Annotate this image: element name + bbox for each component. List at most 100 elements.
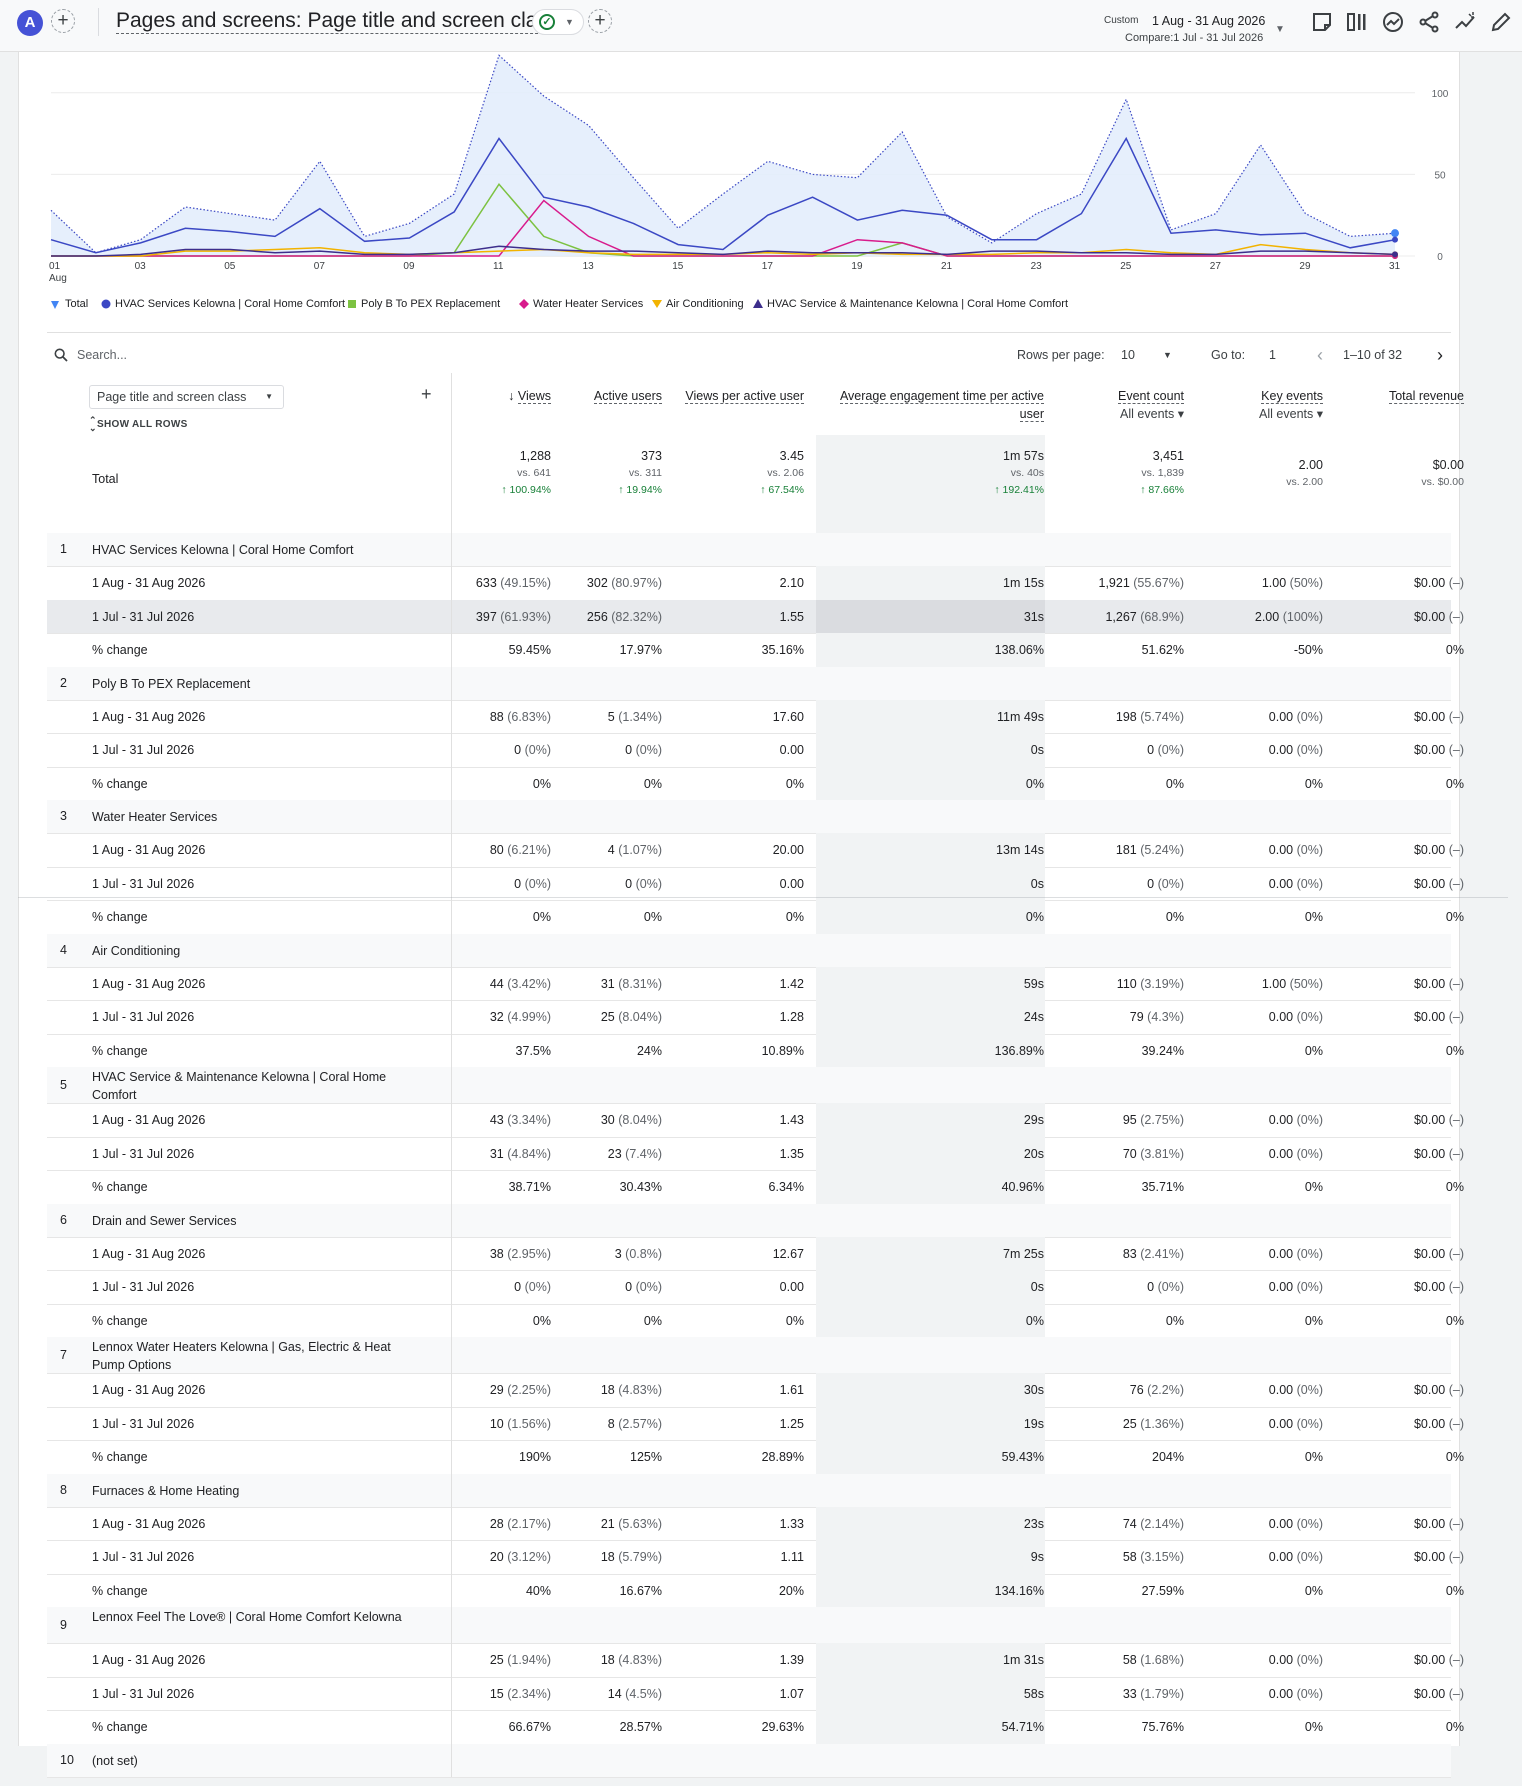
cell-value: 0% bbox=[643, 1313, 662, 1328]
table-row[interactable]: 1 Aug - 31 Aug 2026 633 (49.15%) 302 (80.9… bbox=[47, 566, 1464, 600]
report-status-chip[interactable]: ✓ ▼ bbox=[532, 9, 584, 35]
row-title[interactable]: Drain and Sewer Services bbox=[92, 1213, 237, 1228]
table-row-group-header[interactable]: 1 HVAC Services Kelowna | Coral Home Comf… bbox=[47, 533, 1451, 566]
cell-value: 28.57% bbox=[619, 1720, 662, 1734]
table-row[interactable]: % change 0% 0% 0% 0% 0% 0% 0% bbox=[47, 766, 1464, 800]
column-header-2[interactable]: Views per active user bbox=[644, 387, 804, 405]
trend-icon[interactable] bbox=[1453, 10, 1477, 34]
date-range-picker[interactable]: Custom 1 Aug - 31 Aug 2026 Compare:1 Jul… bbox=[1080, 12, 1290, 46]
goto-page-input[interactable]: 1 bbox=[1269, 348, 1276, 362]
cell-share: (0%) bbox=[1296, 843, 1323, 857]
row-title[interactable]: Poly B To PEX Replacement bbox=[92, 676, 251, 691]
table-row[interactable]: 1 Aug - 31 Aug 2026 43 (3.34%) 30 (8.04%) 1… bbox=[47, 1103, 1464, 1137]
row-title[interactable]: HVAC Service & Maintenance Kelowna | Cor… bbox=[92, 1070, 387, 1102]
rows-per-page-select[interactable]: 10 bbox=[1121, 348, 1135, 362]
legend-item-poly-b[interactable]: Poly B To PEX Replacement bbox=[347, 296, 500, 312]
table-row[interactable]: 1 Jul - 31 Jul 2026 31 (4.84%) 23 (7.4%) 1.… bbox=[47, 1136, 1464, 1170]
compare-icon[interactable] bbox=[1345, 10, 1369, 34]
column-header-4[interactable]: Event count All events ▾ bbox=[1049, 387, 1184, 423]
table-cell: 38 (2.95%) bbox=[391, 1247, 551, 1261]
legend-item-air-conditioning[interactable]: Air Conditioning bbox=[652, 296, 744, 312]
table-row[interactable]: 1 Aug - 31 Aug 2026 88 (6.83%) 5 (1.34%) 17… bbox=[47, 699, 1464, 733]
cell-value: 0 bbox=[1147, 1280, 1155, 1294]
row-title[interactable]: Lennox Feel The Love® | Coral Home Comfo… bbox=[92, 1610, 402, 1624]
table-cell: 43 (3.34%) bbox=[391, 1113, 551, 1127]
row-title[interactable]: Lennox Water Heaters Kelowna | Gas, Elec… bbox=[92, 1340, 391, 1372]
table-row[interactable]: 1 Aug - 31 Aug 2026 29 (2.25%) 18 (4.83%) 1… bbox=[47, 1373, 1464, 1407]
row-title[interactable]: Air Conditioning bbox=[92, 943, 181, 958]
table-row[interactable]: 1 Aug - 31 Aug 2026 28 (2.17%) 21 (5.63%) 1… bbox=[47, 1506, 1464, 1540]
column-header-5[interactable]: Key events All events ▾ bbox=[1193, 387, 1323, 423]
table-row-group-header[interactable]: 5 HVAC Service & Maintenance Kelowna | Co… bbox=[47, 1067, 1451, 1103]
legend-item-hvac-services[interactable]: HVAC Services Kelowna | Coral Home Comfo… bbox=[101, 296, 345, 312]
table-row[interactable]: % change 0% 0% 0% 0% 0% 0% 0% bbox=[47, 1303, 1464, 1337]
table-cell: 1m 15s bbox=[884, 576, 1044, 590]
row-title[interactable]: (not set) bbox=[92, 1753, 138, 1768]
legend-item-total[interactable]: Total bbox=[49, 296, 88, 312]
table-row[interactable]: % change 190% 125% 28.89% 59.43% 204% 0% 0% bbox=[47, 1440, 1464, 1474]
legend-item-hvac-maintenance[interactable]: HVAC Service & Maintenance Kelowna | Cor… bbox=[753, 296, 1068, 312]
add-dimension-button[interactable]: + bbox=[421, 384, 432, 404]
table-row-group-header[interactable]: 8 Furnaces & Home Heating bbox=[47, 1473, 1451, 1507]
table-row[interactable]: 1 Aug - 31 Aug 2026 38 (2.95%) 3 (0.8%) 12.… bbox=[47, 1236, 1464, 1270]
search-input[interactable] bbox=[77, 346, 377, 364]
table-row[interactable]: 1 Aug - 31 Aug 2026 25 (1.94%) 18 (4.83%) 1… bbox=[47, 1643, 1464, 1677]
share-icon[interactable] bbox=[1417, 10, 1441, 34]
row-number: 9 bbox=[60, 1618, 67, 1632]
row-title[interactable]: HVAC Services Kelowna | Coral Home Comfo… bbox=[92, 543, 354, 557]
table-row[interactable]: 1 Aug - 31 Aug 2026 44 (3.42%) 31 (8.31%) 1… bbox=[47, 966, 1464, 1000]
table-row-group-header[interactable]: 3 Water Heater Services bbox=[47, 800, 1451, 833]
event-filter-select[interactable]: All events ▾ bbox=[1259, 407, 1323, 421]
dimension-selector[interactable]: Page title and screen class ▼ bbox=[89, 385, 284, 409]
table-row-group-header[interactable]: 7 Lennox Water Heaters Kelowna | Gas, Ele… bbox=[47, 1337, 1451, 1373]
next-page-button[interactable]: › bbox=[1437, 345, 1443, 365]
row-title[interactable]: Water Heater Services bbox=[92, 810, 218, 824]
table-row[interactable]: 1 Jul - 31 Jul 2026 0 (0%) 0 (0%) 0.00 0s 0 (… bbox=[47, 866, 1464, 900]
table-row[interactable]: 1 Jul - 31 Jul 2026 0 (0%) 0 (0%) 0.00 0s 0 (… bbox=[47, 1270, 1464, 1304]
column-header-6[interactable]: Total revenue bbox=[1334, 387, 1464, 405]
add-card-button[interactable]: + bbox=[588, 9, 612, 33]
table-row-group-header[interactable]: 9 Lennox Feel The Love® | Coral Home Comf… bbox=[47, 1607, 1451, 1643]
cell-share: (1.94%) bbox=[507, 1653, 551, 1667]
table-cell: 1.35 bbox=[644, 1147, 804, 1161]
cell-share: (4.3%) bbox=[1147, 1010, 1184, 1024]
page-title[interactable]: Pages and screens: Page title and screen… bbox=[116, 9, 559, 34]
table-row[interactable]: % change 66.67% 28.57% 29.63% 54.71% 75.76% 0%… bbox=[47, 1710, 1464, 1744]
table-row-group-header[interactable]: 4 Air Conditioning bbox=[47, 933, 1451, 967]
column-header-0[interactable]: ↓ Views bbox=[396, 387, 551, 405]
row-number: 7 bbox=[60, 1348, 67, 1362]
table-row-group-header[interactable]: 2 Poly B To PEX Replacement bbox=[47, 666, 1451, 700]
avatar[interactable]: A bbox=[17, 10, 43, 36]
table-row[interactable]: 1 Jul - 31 Jul 2026 10 (1.56%) 8 (2.57%) 1.… bbox=[47, 1406, 1464, 1440]
event-filter-select[interactable]: All events ▾ bbox=[1120, 407, 1184, 421]
edit-icon[interactable] bbox=[1489, 10, 1513, 34]
previous-page-button[interactable]: ‹ bbox=[1317, 345, 1323, 365]
table-row[interactable]: 1 Jul - 31 Jul 2026 32 (4.99%) 25 (8.04%) 1… bbox=[47, 1000, 1464, 1034]
insights-icon[interactable] bbox=[1381, 10, 1405, 34]
divider bbox=[47, 1236, 1451, 1238]
period-label: 1 Aug - 31 Aug 2026 bbox=[92, 1113, 206, 1127]
show-all-rows-button[interactable]: ⌃ ⌄ SHOW ALL ROWS bbox=[89, 416, 188, 433]
total-cell: $0.00 vs. $0.00 bbox=[1334, 457, 1464, 491]
x-tick-label: 03 bbox=[135, 261, 147, 272]
chevron-down-icon[interactable]: ▼ bbox=[1163, 350, 1172, 360]
row-title[interactable]: Furnaces & Home Heating bbox=[92, 1483, 240, 1498]
table-row[interactable]: 1 Jul - 31 Jul 2026 20 (3.12%) 18 (5.79%) 1… bbox=[47, 1540, 1464, 1574]
table-row[interactable]: % change 0% 0% 0% 0% 0% 0% 0% bbox=[47, 900, 1464, 934]
table-row[interactable]: % change 38.71% 30.43% 6.34% 40.96% 35.71% 0% 0… bbox=[47, 1170, 1464, 1204]
table-row[interactable]: 1 Jul - 31 Jul 2026 0 (0%) 0 (0%) 0.00 0s 0 (… bbox=[47, 733, 1464, 767]
table-row[interactable]: % change 40% 16.67% 20% 134.16% 27.59% 0% 0% bbox=[47, 1573, 1464, 1607]
column-header-1[interactable]: Active users bbox=[542, 387, 662, 405]
column-header-3[interactable]: Average engagement time per active user bbox=[814, 387, 1044, 423]
note-icon[interactable] bbox=[1310, 10, 1334, 34]
total-cell: 3.45 vs. 2.06 ↑ 67.54% bbox=[674, 448, 804, 499]
table-row-group-header[interactable]: 6 Drain and Sewer Services bbox=[47, 1203, 1451, 1237]
table-row[interactable]: % change 59.45% 17.97% 35.16% 138.06% 51.62% -… bbox=[47, 633, 1464, 667]
legend-item-water-heater[interactable]: Water Heater Services bbox=[519, 296, 643, 312]
add-comparison-button[interactable]: + bbox=[51, 9, 75, 33]
table-row[interactable]: 1 Aug - 31 Aug 2026 80 (6.21%) 4 (1.07%) 20… bbox=[47, 833, 1464, 867]
table-row-group-header[interactable]: 10 (not set) bbox=[47, 1743, 1451, 1777]
table-row[interactable]: % change 37.5% 24% 10.89% 136.89% 39.24% 0% 0% bbox=[47, 1033, 1464, 1067]
table-row[interactable]: 1 Jul - 31 Jul 2026 397 (61.93%) 256 (82.3… bbox=[47, 599, 1464, 633]
table-row[interactable]: 1 Jul - 31 Jul 2026 15 (2.34%) 14 (4.5%) 1.… bbox=[47, 1676, 1464, 1710]
